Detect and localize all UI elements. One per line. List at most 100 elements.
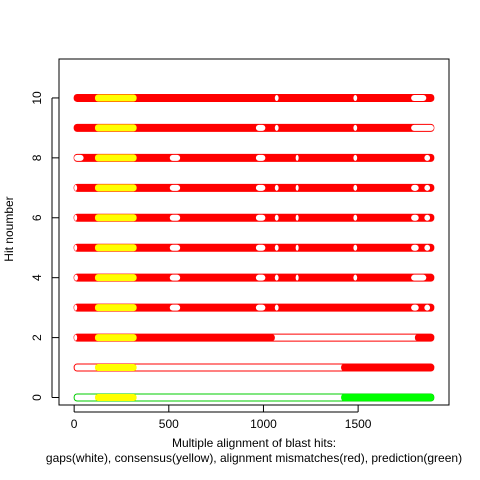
gap-segment <box>74 334 78 341</box>
gap-segment <box>74 304 78 311</box>
gap-segment <box>255 184 266 191</box>
mismatch-segment <box>74 184 434 192</box>
hit-row-1 <box>73 363 435 372</box>
gap-segment <box>169 214 181 221</box>
hit-row-9 <box>73 123 435 132</box>
y-tick-label: 0 <box>30 394 44 401</box>
gap-segment <box>353 124 358 131</box>
consensus-segment <box>94 364 137 372</box>
gap-segment <box>274 274 279 281</box>
gap-segment <box>169 244 181 251</box>
gap-segment <box>424 184 431 191</box>
gap-segment <box>411 124 434 131</box>
x-axis-label-line1: Multiple alignment of blast hits: <box>172 436 336 450</box>
y-tick-label: 8 <box>30 154 44 161</box>
gap-segment <box>169 154 181 161</box>
mismatch-segment <box>74 154 434 162</box>
gap-segment <box>255 304 266 311</box>
gap-segment <box>295 184 299 191</box>
gap-segment <box>255 124 266 131</box>
hit-bars <box>73 93 435 402</box>
gap-segment <box>353 184 358 191</box>
gap-segment <box>353 244 358 251</box>
gap-segment <box>424 214 431 221</box>
hit-row-4 <box>73 273 435 282</box>
gap-segment <box>169 184 181 191</box>
x-axis-label-line2: gaps(white), consensus(yellow), alignmen… <box>46 451 462 465</box>
gap-segment <box>169 274 181 281</box>
gap-segment <box>353 274 358 281</box>
gap-segment <box>74 184 78 191</box>
gap-segment <box>274 244 279 251</box>
gap-segment <box>295 274 299 281</box>
y-tick-label: 6 <box>30 214 44 221</box>
mismatch-segment <box>341 364 434 372</box>
consensus-segment <box>94 94 137 102</box>
gap-segment <box>274 184 279 191</box>
gap-segment <box>411 304 419 311</box>
hit-row-6 <box>73 213 435 222</box>
prediction-segment <box>341 394 434 402</box>
gap-segment <box>411 244 419 251</box>
x-tick-label: 0 <box>71 417 78 431</box>
y-axis-label: Hit noumber <box>2 196 16 261</box>
consensus-segment <box>94 244 137 252</box>
consensus-segment <box>94 304 137 312</box>
gap-segment <box>274 124 279 131</box>
x-tick-label: 1000 <box>250 417 277 431</box>
consensus-segment <box>94 334 137 342</box>
gap-segment <box>411 214 419 221</box>
y-tick-label: 10 <box>30 91 44 105</box>
y-axis: 0 2 4 6 8 10 <box>30 91 59 401</box>
hit-row-8 <box>73 153 435 162</box>
gap-segment <box>424 304 431 311</box>
consensus-segment <box>94 394 137 402</box>
gap-segment <box>74 274 78 281</box>
gap-segment <box>169 304 181 311</box>
mismatch-segment <box>74 274 434 282</box>
mismatch-segment <box>414 334 434 342</box>
mismatch-segment <box>74 124 434 132</box>
x-tick-label: 1500 <box>345 417 372 431</box>
hit-row-0 <box>73 393 435 402</box>
gap-segment <box>274 304 279 311</box>
gap-segment <box>255 154 266 161</box>
mismatch-segment <box>74 244 434 252</box>
gap-segment <box>255 214 266 221</box>
mismatch-segment <box>74 304 434 312</box>
consensus-segment <box>94 124 137 132</box>
gap-segment <box>424 154 431 161</box>
consensus-segment <box>94 154 137 162</box>
gap-segment <box>411 274 427 281</box>
consensus-segment <box>94 214 137 222</box>
gap-segment <box>353 154 358 161</box>
gap-segment <box>353 214 358 221</box>
hit-row-5 <box>73 243 435 252</box>
gap-segment <box>424 244 431 251</box>
gap-segment <box>411 184 419 191</box>
hit-row-3 <box>73 303 435 312</box>
gap-segment <box>274 94 279 101</box>
gap-segment <box>74 244 78 251</box>
gap-segment <box>74 214 78 221</box>
x-tick-label: 500 <box>159 417 179 431</box>
gap-segment <box>74 154 84 161</box>
consensus-segment <box>94 184 137 192</box>
y-tick-label: 4 <box>30 274 44 281</box>
gap-segment <box>295 154 299 161</box>
gap-segment <box>295 244 299 251</box>
consensus-segment <box>94 274 137 282</box>
gap-segment <box>295 214 299 221</box>
mismatch-segment <box>74 94 434 102</box>
gap-segment <box>255 244 266 251</box>
gap-segment <box>255 274 266 281</box>
hit-row-7 <box>73 183 435 192</box>
gap-segment <box>411 94 427 101</box>
y-tick-label: 2 <box>30 334 44 341</box>
gap-segment <box>274 214 279 221</box>
hit-row-2 <box>73 333 435 342</box>
plot-frame <box>58 58 450 406</box>
hit-row-10 <box>73 93 435 102</box>
